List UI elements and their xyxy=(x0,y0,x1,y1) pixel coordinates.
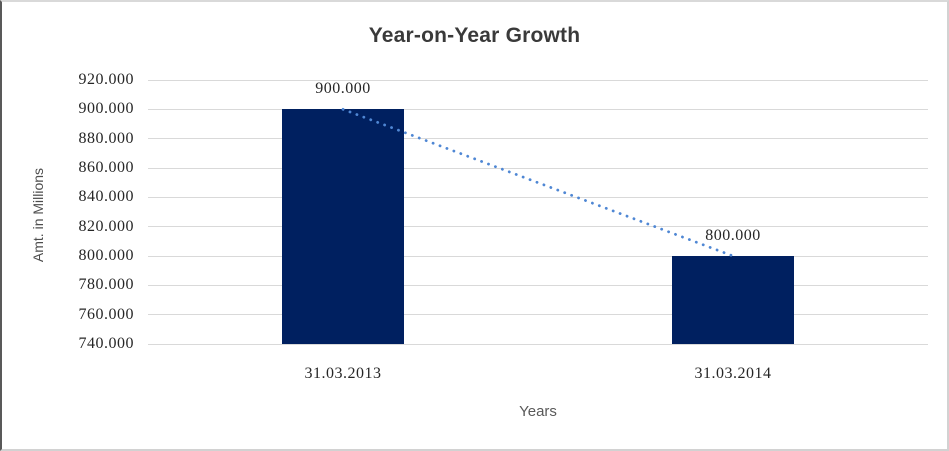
gridline xyxy=(148,196,928,198)
gridline xyxy=(148,138,928,140)
y-tick-label: 840.000 xyxy=(78,188,134,206)
y-tick-label: 760.000 xyxy=(78,305,134,323)
y-tick-label: 780.000 xyxy=(78,276,134,294)
y-tick-label: 880.000 xyxy=(78,129,134,147)
gridline xyxy=(148,284,928,286)
gridline xyxy=(148,314,928,316)
y-tick-label: 800.000 xyxy=(78,247,134,264)
chart-title: Year-on-Year Growth xyxy=(368,24,581,47)
y-tick-label: 860.000 xyxy=(78,159,134,176)
gridline xyxy=(148,343,928,345)
y-tick-label: 900.000 xyxy=(78,100,134,118)
gridline xyxy=(148,108,928,110)
gridline xyxy=(148,167,928,169)
bar[interactable] xyxy=(672,256,794,344)
x-tick-label: 31.03.2013 xyxy=(304,365,382,382)
bar[interactable] xyxy=(282,109,404,344)
y-tick-label: 920.000 xyxy=(78,71,134,88)
gridline xyxy=(148,255,928,257)
x-axis-title: Years xyxy=(519,403,557,420)
x-tick-label: 31.03.2014 xyxy=(694,365,772,382)
bar-value-label: 900.000 xyxy=(315,80,371,98)
y-tick-label: 820.000 xyxy=(78,217,134,235)
gridline xyxy=(148,79,928,81)
y-tick-label: 740.000 xyxy=(78,335,134,352)
bar-value-label: 800.000 xyxy=(705,227,761,244)
